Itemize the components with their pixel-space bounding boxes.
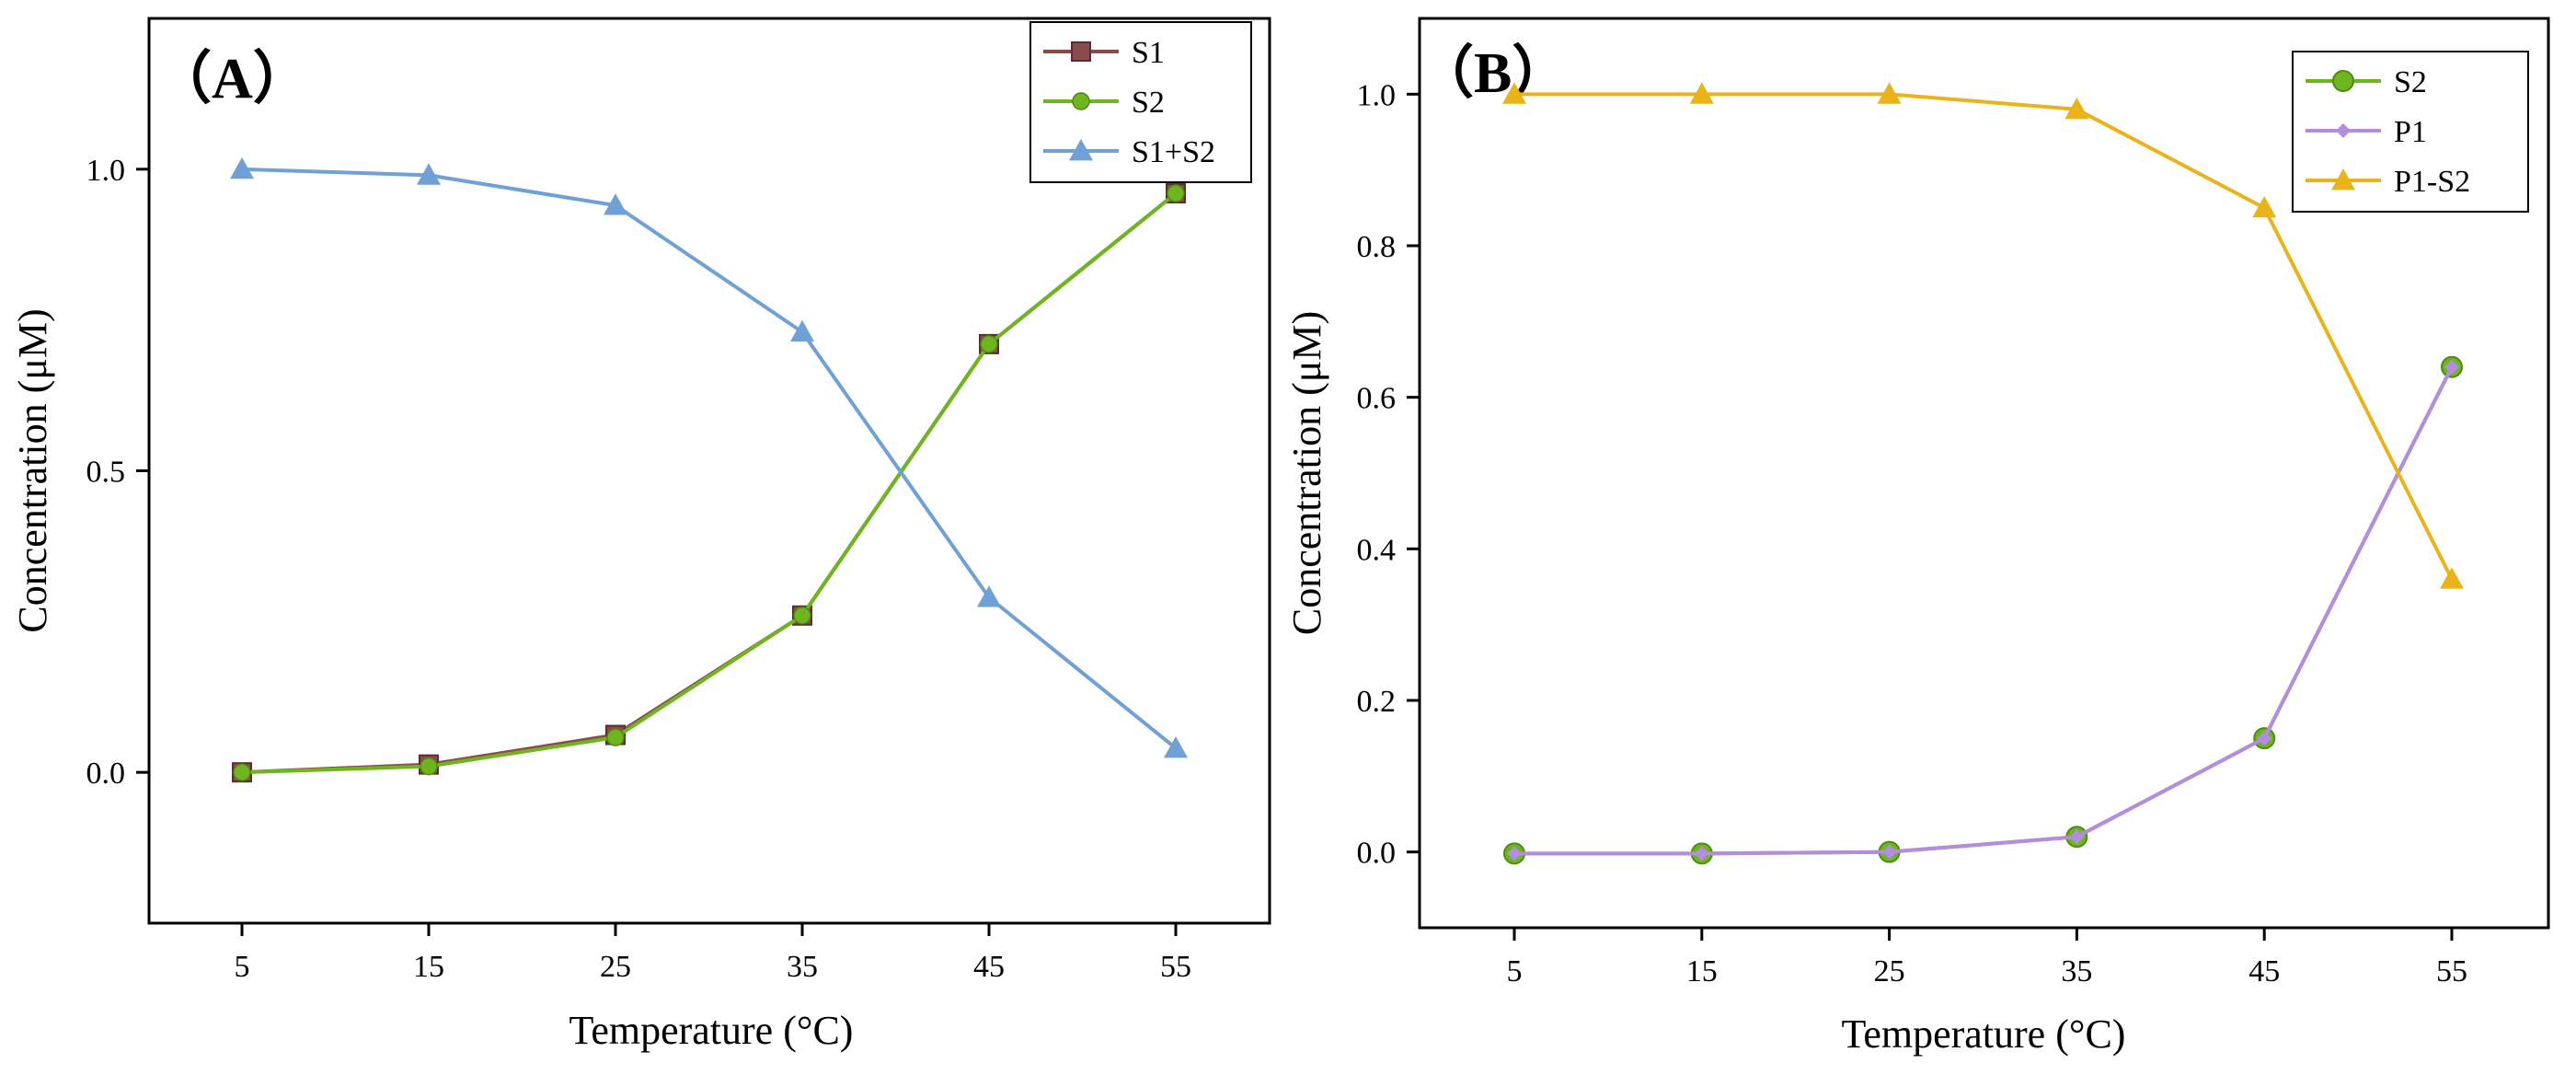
data-point	[1164, 735, 1188, 758]
y-tick-label: 0.4	[1357, 533, 1397, 567]
y-tick-label: 1.0	[1357, 78, 1397, 112]
x-axis-title: Temperature (°C)	[569, 1008, 854, 1053]
x-tick-label: 5	[235, 950, 250, 984]
series-line	[241, 167, 1178, 750]
data-point	[793, 607, 811, 625]
x-tick-label: 25	[600, 950, 631, 984]
legend-label: S2	[1132, 86, 1165, 120]
legend-label: S2	[2394, 65, 2427, 99]
data-point	[420, 757, 438, 776]
y-tick-label: 0.5	[86, 456, 126, 490]
data-point	[233, 763, 251, 781]
x-tick-label: 45	[2248, 954, 2280, 988]
series-line	[241, 191, 1178, 775]
x-tick-label: 25	[1874, 954, 1905, 988]
data-point	[2252, 195, 2277, 218]
data-point	[2444, 359, 2459, 375]
y-axis-title: Concentration (μM)	[10, 308, 55, 632]
legend-marker	[1071, 41, 1091, 62]
chart-panel-b: 0.0 0.2 0.4 0.6 0.8 1.0 5 15 25 35 45 55 Temperature…	[1284, 17, 2550, 1057]
y-tick-label: 0.2	[1357, 685, 1397, 719]
legend-label: S1+S2	[1132, 135, 1215, 169]
data-point	[980, 335, 998, 353]
y-tick-label: 0.0	[1357, 837, 1397, 871]
series-line	[241, 191, 1178, 775]
legend-marker	[2336, 123, 2351, 138]
series-p1	[1507, 359, 2459, 861]
chart-panel-a: 0.0 0.5 1.0 5 15 25 35 45 55 Temperature (°C) Conc…	[10, 17, 1271, 1053]
data-point	[606, 728, 625, 746]
data-point	[2257, 731, 2272, 746]
series-s2	[1503, 355, 2463, 865]
legend-marker	[2331, 168, 2355, 191]
legend-label: S1	[1132, 36, 1165, 70]
data-point	[1167, 184, 1185, 202]
series-p1-s2	[1502, 82, 2464, 589]
series-s1	[232, 183, 1186, 783]
data-point	[1689, 82, 1714, 104]
data-point	[2069, 829, 2085, 845]
legend-marker	[2332, 70, 2354, 92]
series-s2	[233, 184, 1185, 781]
y-tick-label: 0.8	[1357, 230, 1397, 264]
panel-label: （A）	[155, 46, 310, 110]
legend-marker	[1069, 139, 1093, 161]
series-line	[1514, 365, 2454, 856]
x-tick-label: 45	[973, 950, 1005, 984]
x-tick-label: 55	[2436, 954, 2467, 988]
data-point	[977, 585, 1001, 607]
x-tick-label: 35	[2061, 954, 2092, 988]
series-line	[1514, 92, 2454, 581]
data-point	[1881, 844, 1897, 860]
legend-label: P1-S2	[2394, 165, 2470, 199]
plot-frame	[1418, 17, 2550, 930]
y-tick-label: 1.0	[86, 154, 126, 188]
data-point	[2064, 97, 2089, 120]
series-s1-s2	[230, 156, 1188, 758]
x-tick-label: 15	[1686, 954, 1718, 988]
data-point	[230, 156, 254, 179]
legend-label: P1	[2394, 115, 2427, 149]
legend: S1 S2 S1+S2	[1029, 21, 1252, 183]
x-tick-label: 5	[1507, 954, 1523, 988]
y-tick-label: 0.0	[86, 757, 126, 791]
data-point	[2440, 567, 2464, 589]
x-axis-title: Temperature (°C)	[1842, 1011, 2126, 1057]
data-point	[1502, 82, 1526, 104]
data-point	[1507, 846, 1522, 861]
y-axis-title: Concentration (μM)	[1284, 311, 1329, 635]
data-point	[1877, 82, 1902, 104]
data-point	[1694, 846, 1709, 861]
x-tick-label: 35	[787, 950, 818, 984]
x-tick-label: 55	[1160, 950, 1191, 984]
x-tick-label: 15	[413, 950, 444, 984]
legend: S2 P1 P1-S2	[2292, 51, 2529, 213]
data-point	[604, 193, 627, 215]
data-point	[417, 163, 441, 185]
data-point	[790, 319, 814, 342]
legend-marker	[1072, 92, 1090, 110]
y-tick-label: 0.6	[1357, 382, 1397, 416]
series-line	[1514, 365, 2454, 856]
